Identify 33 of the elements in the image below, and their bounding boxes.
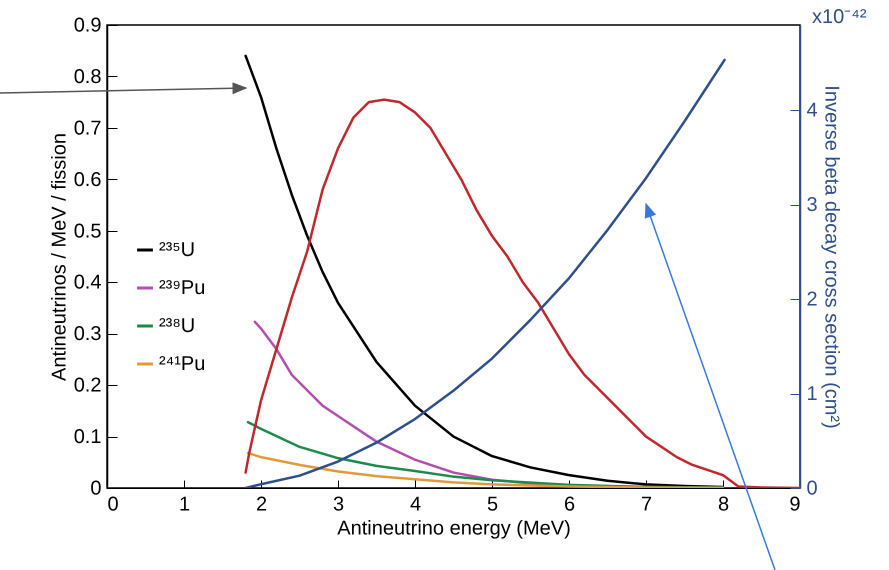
x-tick-label: 0	[108, 494, 119, 516]
x-tick-label: 3	[332, 494, 344, 516]
y-tick-label: 0.2	[74, 374, 102, 397]
y-tick-label: 0.6	[74, 168, 102, 191]
y-tick-label: 0.3	[74, 323, 102, 346]
y-tick-label: 0.9	[74, 14, 102, 36]
y2-tick-label: 4	[806, 100, 818, 122]
legend-label: ²⁴¹Pu	[159, 353, 206, 375]
y2-tick-label: 0	[806, 478, 818, 500]
y-tick-label: 0.5	[74, 220, 102, 242]
x-tick-label: 2	[256, 494, 268, 516]
y-tick-label: 0.1	[74, 426, 102, 448]
x-tick-label: 4	[410, 494, 422, 516]
y2-tick-label: 3	[806, 194, 818, 216]
x-tick-label: 5	[486, 494, 498, 516]
x-axis-title: Antineutrino energy (MeV)	[337, 518, 571, 540]
text: x10⁻⁴²	[812, 5, 866, 29]
x-tick-label: 8	[718, 494, 730, 516]
y-axis-title: Antineutrinos / MeV / fission	[48, 133, 71, 381]
y2-axis-title: Inverse beta decay cross section (cm²)	[820, 85, 843, 429]
y-tick-label: 0.8	[74, 66, 102, 88]
legend-label: ²³⁵U	[159, 239, 196, 261]
y2-tick-label: 2	[806, 288, 818, 311]
legend-label: ²³⁹Pu	[159, 277, 206, 299]
y-tick-label: 0.7	[74, 117, 102, 140]
x-tick-label: 6	[564, 494, 576, 516]
y-tick-label: 0.4	[74, 272, 102, 294]
y2-tick-label: 1	[806, 383, 818, 406]
x-tick-label: 1	[178, 494, 190, 516]
legend-label: ²³⁸U	[159, 315, 196, 337]
y-tick-label: 0	[90, 478, 102, 500]
x-tick-label: 7	[640, 494, 652, 516]
x-tick-label: 9	[789, 494, 800, 516]
